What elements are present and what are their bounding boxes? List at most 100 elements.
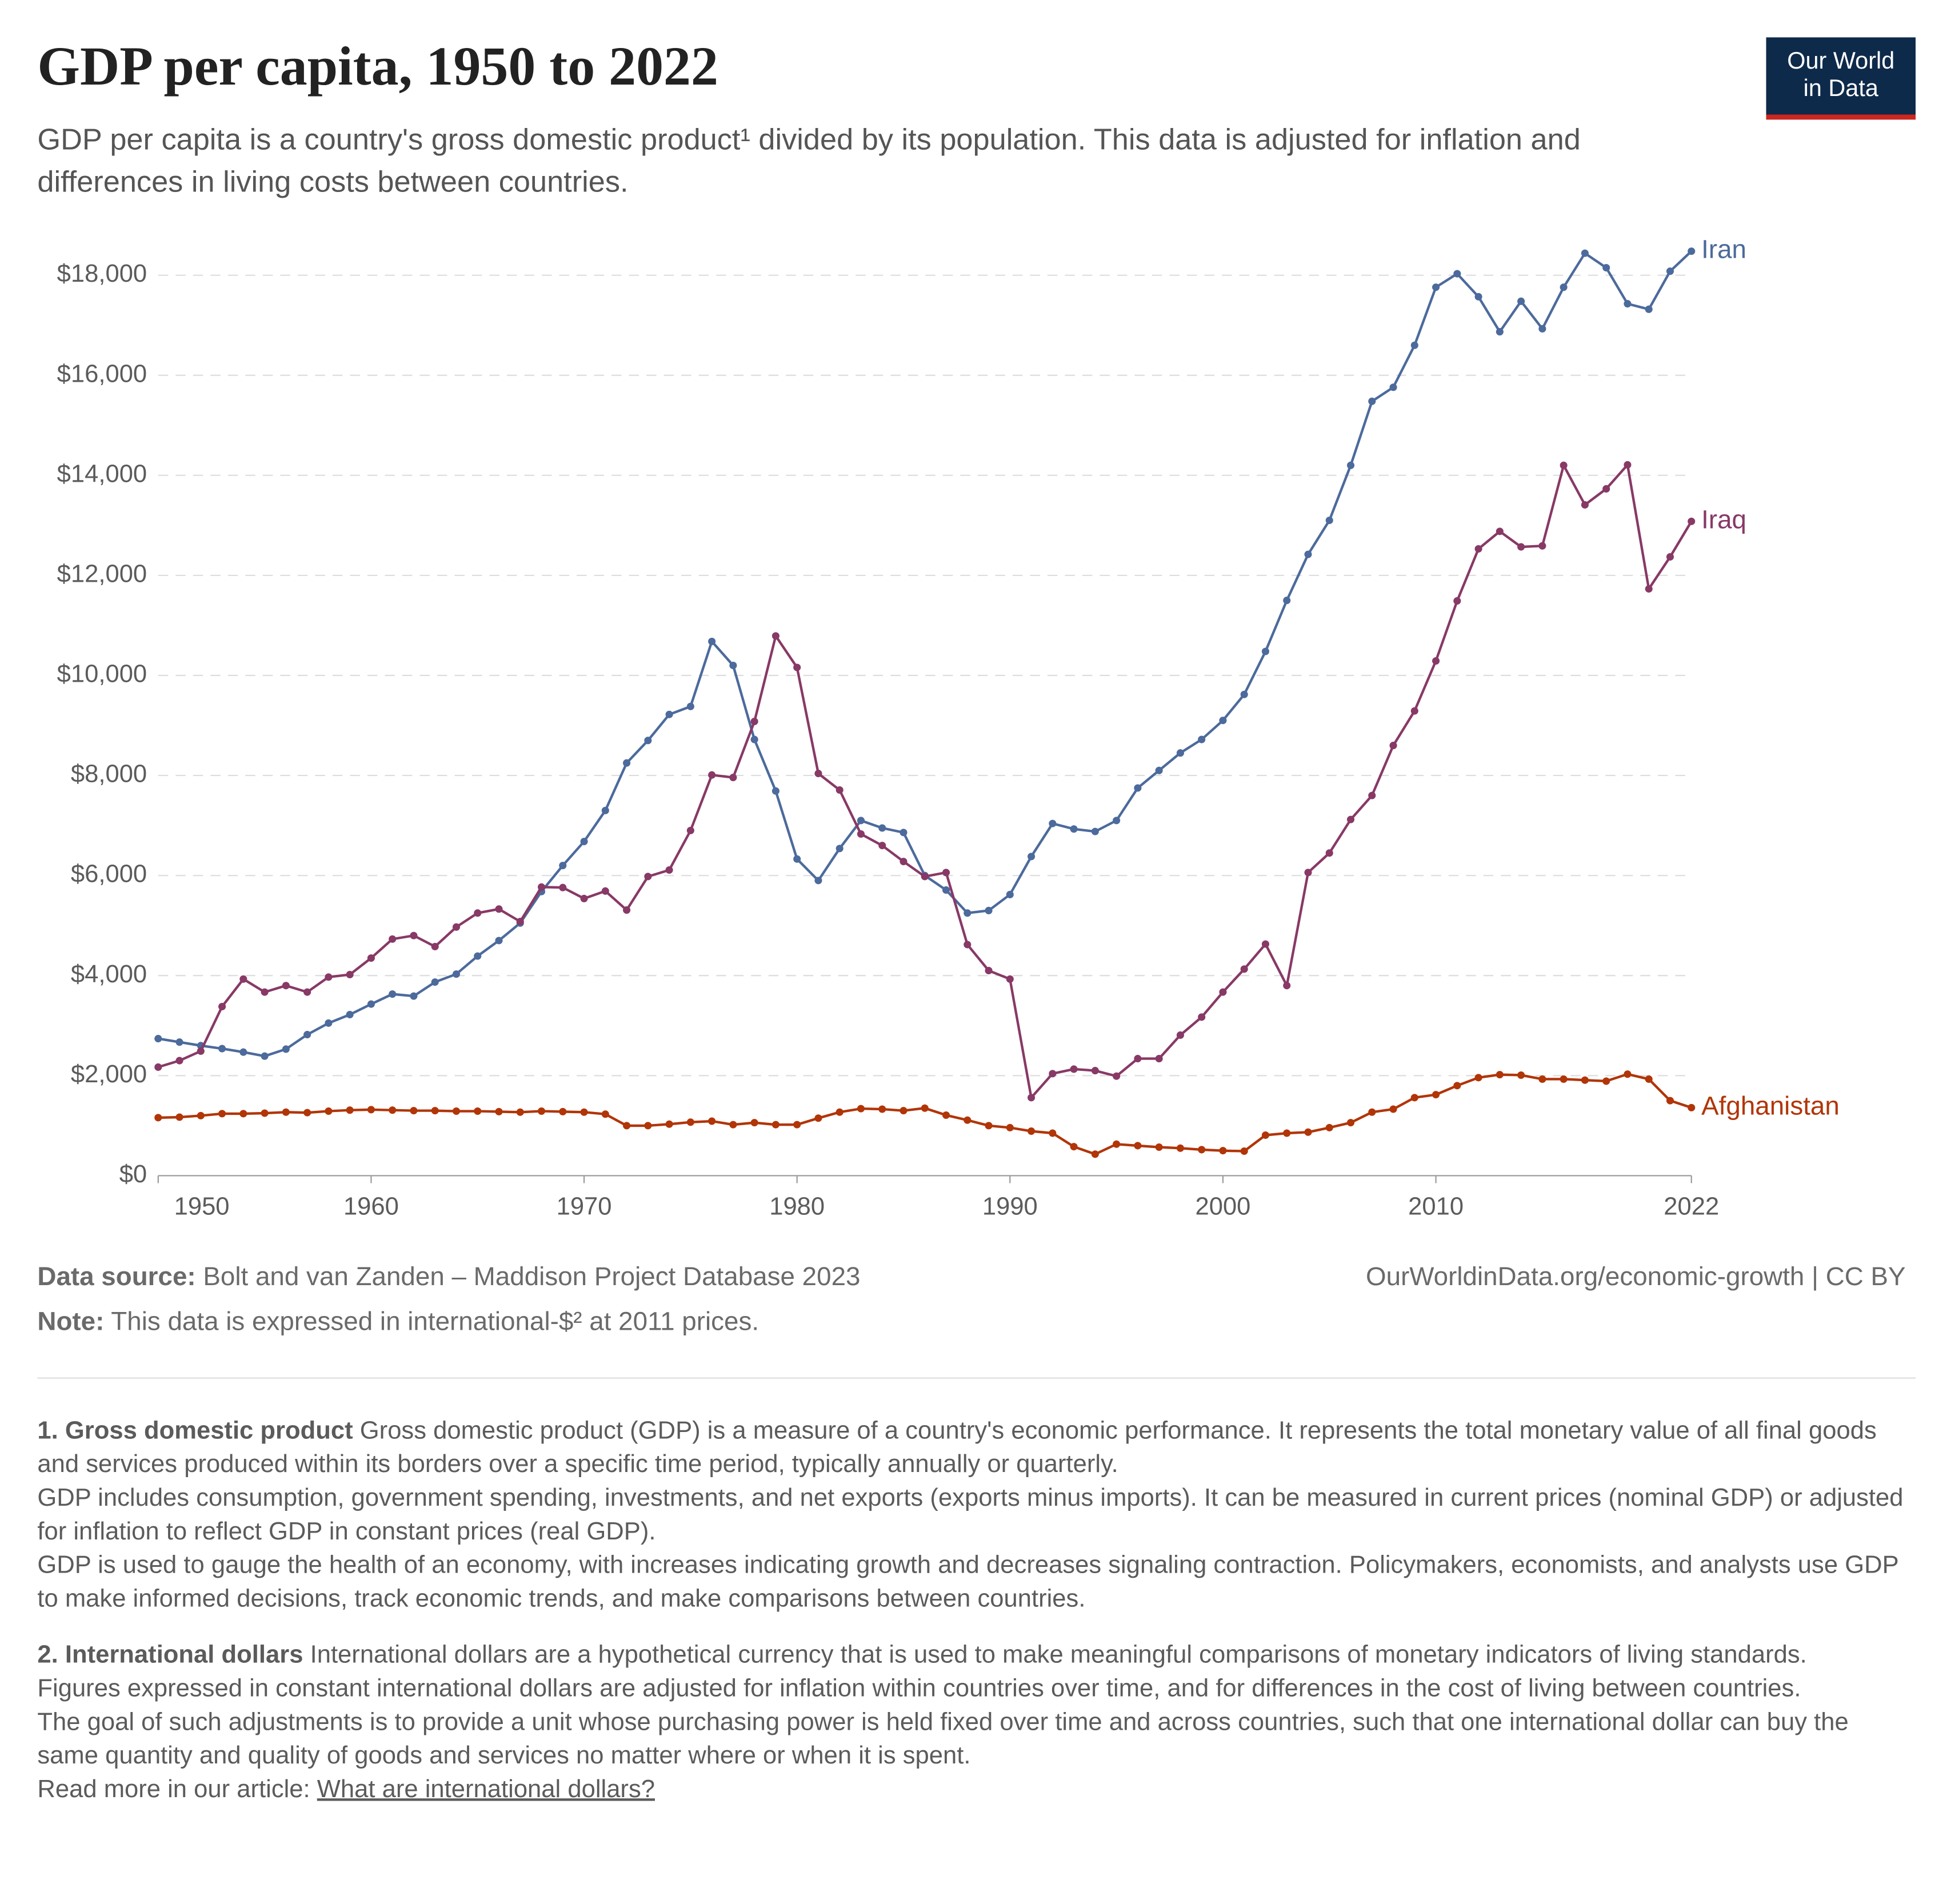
footnote-text: Gross domestic product (GDP) is a measur… [37, 1417, 1877, 1479]
data-point [1325, 849, 1333, 857]
data-point [1113, 1140, 1121, 1148]
logo-text: in Data [1803, 75, 1878, 102]
data-point [1581, 501, 1589, 509]
note-label: Note: [37, 1307, 105, 1337]
divider [37, 1377, 1916, 1379]
footnote-title: 2. International dollars [37, 1641, 303, 1669]
data-point [1006, 890, 1014, 898]
data-point [665, 1120, 673, 1128]
data-point [878, 824, 886, 832]
data-point [431, 978, 439, 986]
data-point [729, 1121, 737, 1129]
data-point [1155, 1055, 1163, 1063]
data-point [601, 887, 609, 895]
data-point [495, 937, 503, 945]
data-point [963, 1116, 971, 1124]
data-point [644, 873, 652, 881]
data-point [1325, 1123, 1333, 1131]
data-point [1070, 825, 1078, 833]
data-point [750, 735, 758, 743]
data-point [154, 1063, 162, 1071]
credit[interactable]: OurWorldinData.org/economic-growth | CC … [1366, 1263, 1906, 1292]
data-point [665, 710, 673, 718]
data-point [516, 918, 524, 926]
x-tick-label: 2022 [1664, 1193, 1719, 1221]
data-point [389, 1106, 397, 1114]
data-point [1091, 1150, 1099, 1158]
data-point [1070, 1143, 1078, 1151]
data-point [580, 838, 588, 846]
data-point [1049, 1070, 1057, 1078]
data-point [1645, 1075, 1653, 1083]
series-line [158, 250, 1693, 1058]
data-point [218, 1003, 226, 1011]
footnote-paragraph: 2. International dollars International d… [37, 1639, 1905, 1673]
data-point [1028, 1094, 1036, 1102]
y-tick-label: $6,000 [71, 861, 147, 888]
data-point [1474, 293, 1482, 301]
footnote-paragraph: Figures expressed in constant internatio… [37, 1673, 1905, 1706]
data-point [942, 886, 950, 894]
data-point [325, 1107, 333, 1115]
logo[interactable]: Our World in Data [1766, 37, 1916, 120]
data-point [197, 1047, 205, 1055]
data-point [1304, 1128, 1312, 1136]
source-text: Bolt and van Zanden – Maddison Project D… [203, 1263, 861, 1292]
data-point [899, 829, 907, 837]
data-point [1283, 597, 1291, 605]
data-point [1113, 817, 1121, 825]
data-point [1091, 1067, 1099, 1075]
data-point [282, 1108, 290, 1116]
y-tick-label: $8,000 [71, 761, 147, 788]
data-point [921, 873, 929, 881]
data-point [1134, 1142, 1142, 1150]
data-point [835, 845, 843, 853]
data-point [218, 1110, 226, 1118]
data-point [857, 1105, 865, 1113]
data-point [1517, 297, 1525, 305]
data-point [771, 1121, 779, 1129]
data-point [857, 817, 865, 825]
data-point [410, 1107, 418, 1115]
data-point [1240, 965, 1248, 973]
data-point [431, 1107, 439, 1115]
data-point [1602, 1077, 1610, 1085]
chart: $0 $2,000 $4,000 $6,000 $8,000 $10,000 $12,000… [57, 235, 1840, 1221]
data-point [1666, 553, 1674, 561]
data-point [814, 1114, 822, 1122]
data-point [1688, 1103, 1696, 1111]
read-more-text: Read more in our article: [37, 1775, 310, 1803]
footnote-text: GDP includes consumption, government spe… [37, 1484, 1904, 1546]
data-point [835, 1108, 843, 1116]
data-point [623, 1122, 631, 1130]
data-point [1474, 1074, 1482, 1082]
data-point [835, 786, 843, 794]
data-point [1496, 1071, 1504, 1079]
data-point [1560, 1075, 1568, 1083]
data-point [389, 990, 397, 998]
data-point [985, 966, 993, 975]
data-point [495, 905, 503, 913]
data-point [857, 830, 865, 838]
data-point [239, 1048, 247, 1056]
y-tick-label: $2,000 [71, 1061, 147, 1088]
data-point [1028, 853, 1036, 861]
article-link[interactable]: What are international dollars? [317, 1775, 655, 1803]
x-tick-label: 1980 [769, 1193, 825, 1221]
data-point [154, 1035, 162, 1043]
data-point [1049, 819, 1057, 827]
data-point [814, 877, 822, 885]
data-point [1261, 1131, 1270, 1139]
data-point [1389, 742, 1397, 750]
data-point [1219, 1147, 1227, 1155]
data-point [1240, 690, 1248, 698]
data-point [963, 941, 971, 949]
data-point [1496, 328, 1504, 336]
data-point [1624, 461, 1632, 469]
data-point [708, 637, 716, 646]
data-point [814, 770, 822, 778]
data-point [1538, 1075, 1546, 1083]
data-point [1560, 283, 1568, 291]
chart-subtitle: GDP per capita is a country's gross dome… [37, 123, 1581, 199]
data-point [1304, 550, 1312, 558]
